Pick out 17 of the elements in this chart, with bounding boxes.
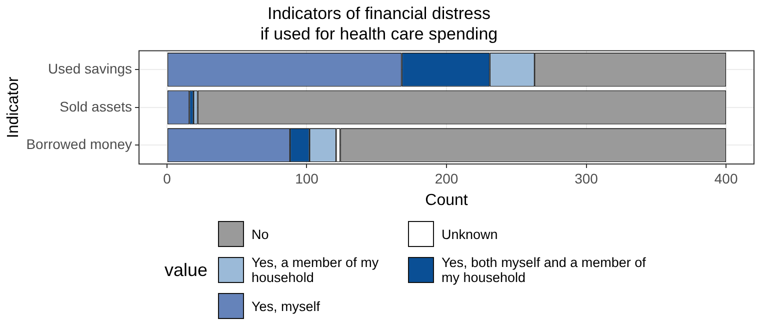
- y-axis-title: Indicator: [5, 76, 22, 138]
- x-tick-label: 300: [574, 170, 598, 186]
- legend-label: No: [252, 226, 269, 242]
- y-tick-label: Borrowed money: [26, 136, 132, 152]
- legend-label: Unknown: [442, 226, 498, 242]
- x-axis-title: Count: [425, 192, 468, 209]
- y-tick-label: Sold assets: [60, 98, 132, 114]
- legend-label: Yes, both myself and a member of my household: [442, 255, 647, 285]
- legend-title: value: [164, 260, 208, 280]
- x-tick-label: 0: [163, 170, 172, 186]
- x-tick-label: 200: [434, 170, 458, 186]
- y-tick-label: Used savings: [48, 60, 132, 77]
- x-tick-label: 100: [295, 170, 319, 186]
- legend-label: Yes, myself: [252, 298, 320, 314]
- chart-title: Indicators of financial distress if used for health care spending: [260, 4, 498, 44]
- legend-label: Yes, a member of my household: [252, 255, 380, 285]
- x-tick-label: 400: [714, 170, 738, 186]
